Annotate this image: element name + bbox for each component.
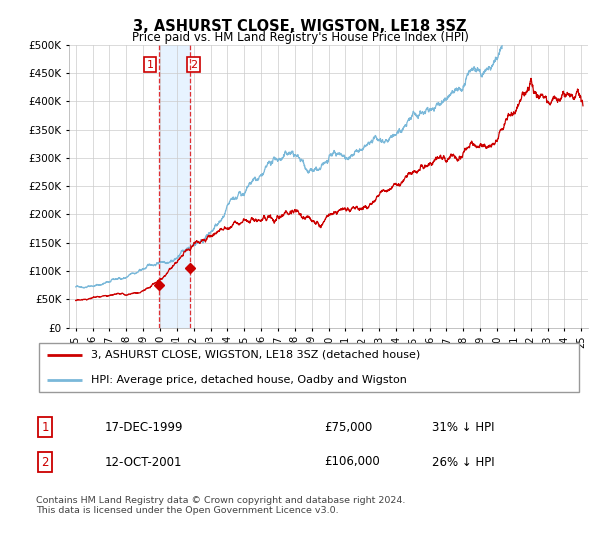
FancyBboxPatch shape (39, 343, 579, 392)
Text: 1: 1 (146, 59, 154, 69)
Text: Contains HM Land Registry data © Crown copyright and database right 2024.
This d: Contains HM Land Registry data © Crown c… (36, 496, 406, 515)
Text: 12-OCT-2001: 12-OCT-2001 (105, 455, 182, 469)
Text: 2: 2 (41, 455, 49, 469)
Text: 17-DEC-1999: 17-DEC-1999 (105, 421, 184, 434)
Text: 2: 2 (190, 59, 197, 69)
Text: Price paid vs. HM Land Registry's House Price Index (HPI): Price paid vs. HM Land Registry's House … (131, 31, 469, 44)
Text: 1: 1 (41, 421, 49, 434)
Text: 31% ↓ HPI: 31% ↓ HPI (432, 421, 494, 434)
Text: HPI: Average price, detached house, Oadby and Wigston: HPI: Average price, detached house, Oadb… (91, 375, 406, 385)
Text: £75,000: £75,000 (324, 421, 372, 434)
Text: 3, ASHURST CLOSE, WIGSTON, LE18 3SZ: 3, ASHURST CLOSE, WIGSTON, LE18 3SZ (133, 19, 467, 34)
Bar (160, 45, 190, 328)
Text: 26% ↓ HPI: 26% ↓ HPI (432, 455, 494, 469)
Text: £106,000: £106,000 (324, 455, 380, 469)
Text: 3, ASHURST CLOSE, WIGSTON, LE18 3SZ (detached house): 3, ASHURST CLOSE, WIGSTON, LE18 3SZ (det… (91, 350, 420, 360)
